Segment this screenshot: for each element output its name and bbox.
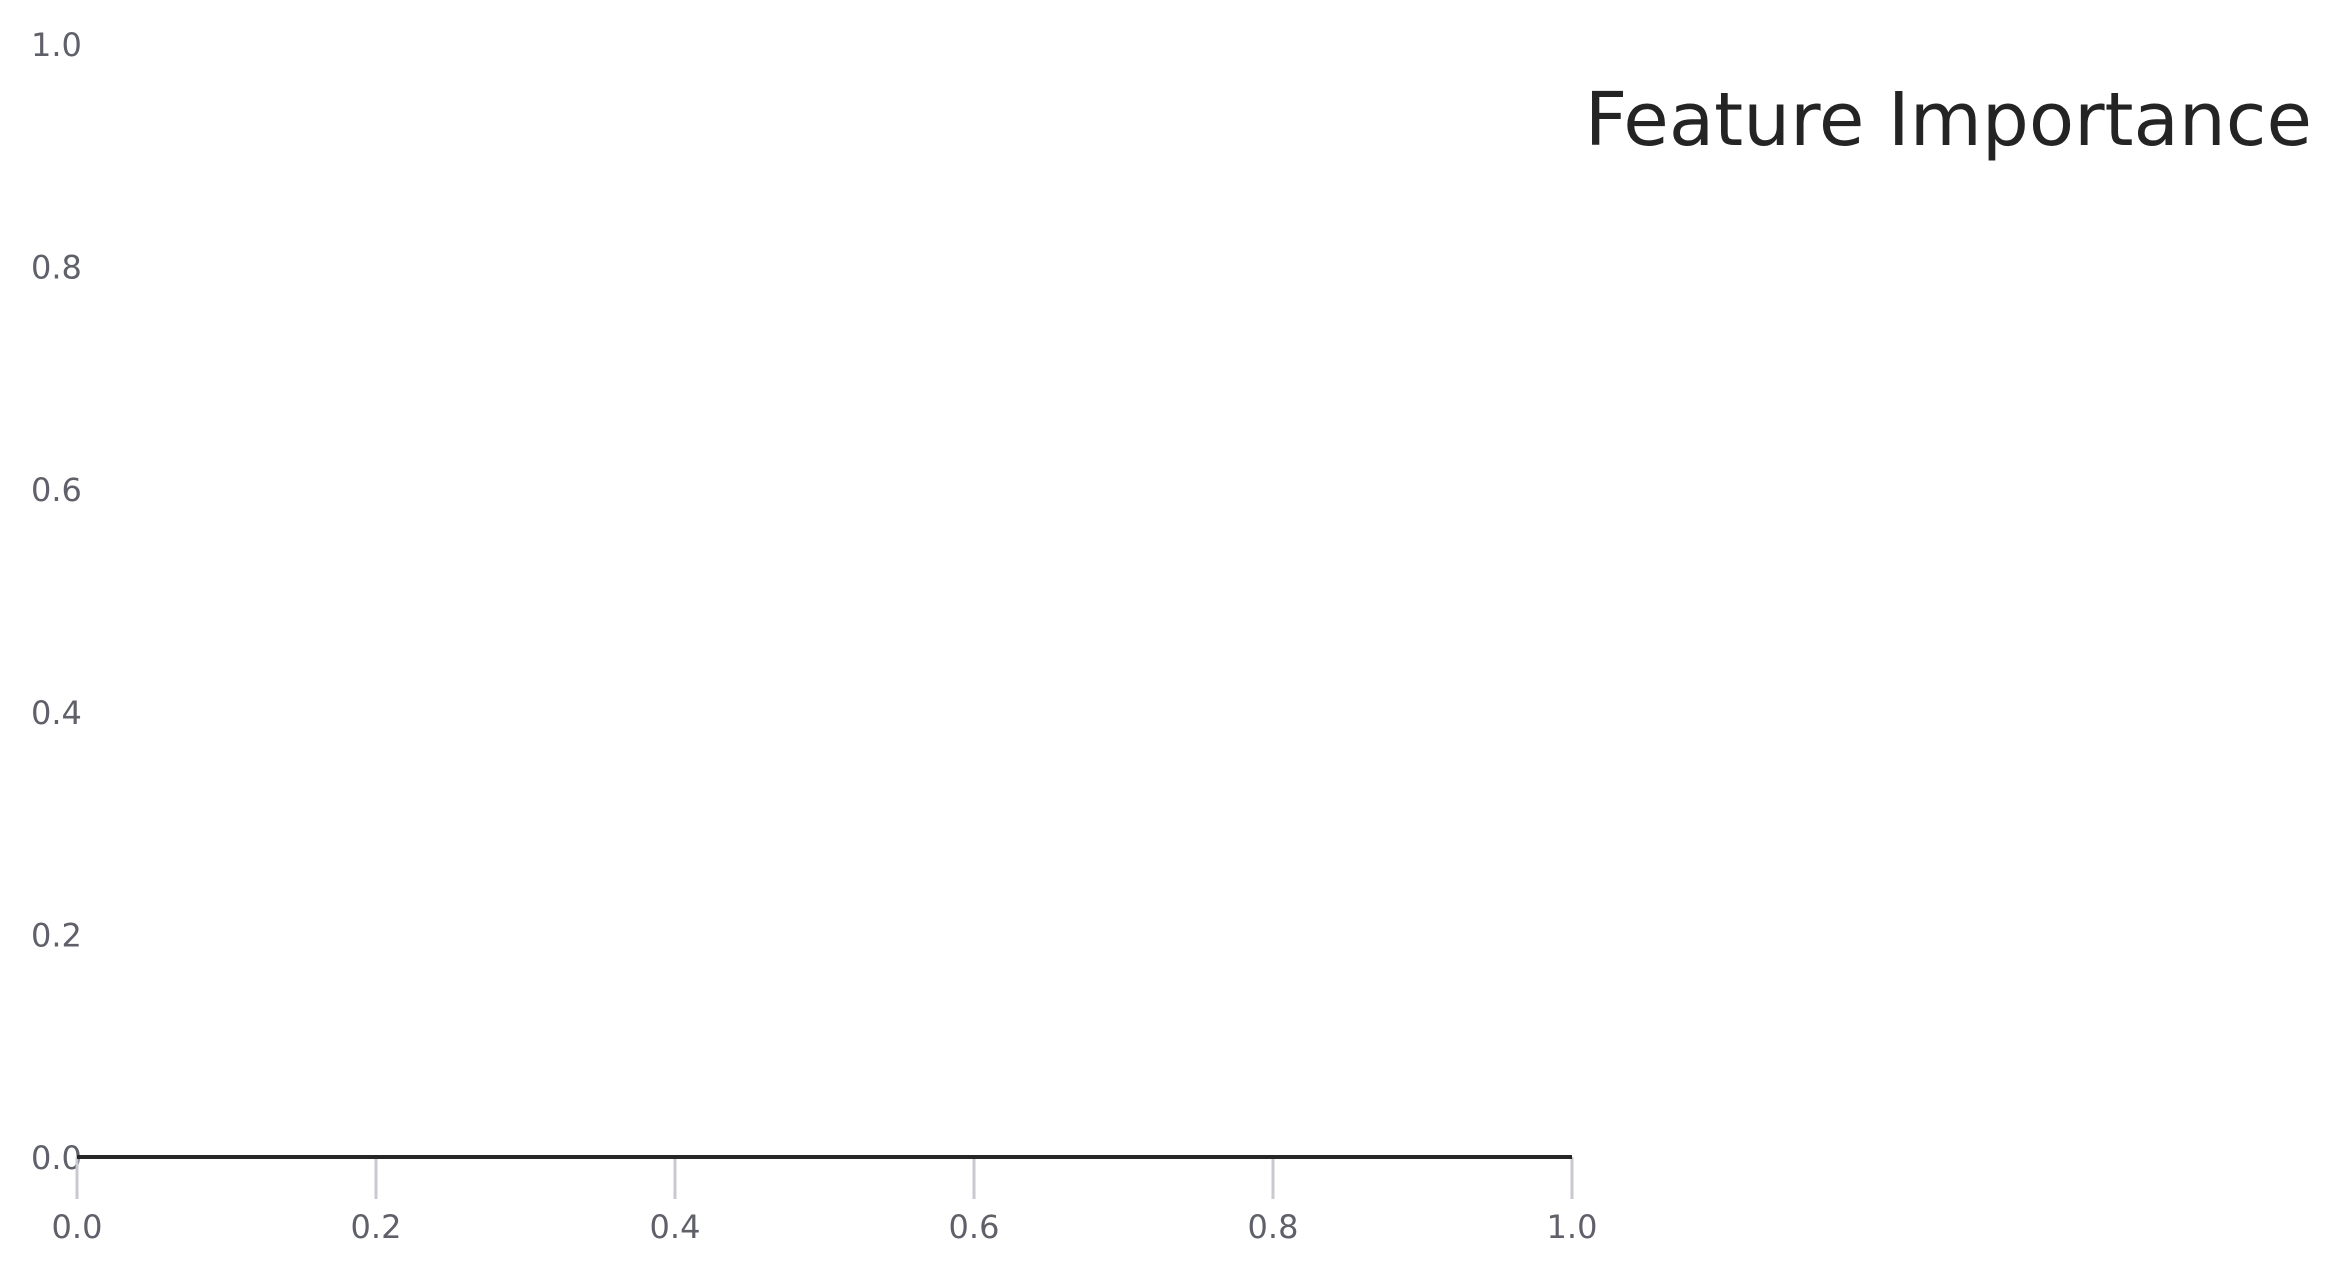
y-tick-label: 0.2 (31, 916, 82, 954)
x-tick-label: 0.4 (650, 1208, 701, 1246)
x-tick-label: 0.2 (351, 1208, 402, 1246)
y-tick-label: 0.8 (31, 249, 82, 287)
chart-title: Feature Importance (1585, 77, 2312, 163)
x-tick-label: 0.6 (949, 1208, 1000, 1246)
y-tick-label: 1.0 (31, 26, 82, 64)
x-tick-label: 1.0 (1547, 1208, 1598, 1246)
y-tick-label: 0.6 (31, 471, 82, 509)
y-tick-label: 0.0 (31, 1139, 82, 1177)
x-tick-label: 0.8 (1248, 1208, 1299, 1246)
x-tick-label: 0.0 (52, 1208, 103, 1246)
y-tick-label: 0.4 (31, 694, 82, 732)
y-axis: 0.0 0.2 0.4 0.6 0.8 1.0 (31, 26, 82, 1177)
x-axis: 0.0 0.2 0.4 0.6 0.8 1.0 (52, 1157, 1598, 1246)
